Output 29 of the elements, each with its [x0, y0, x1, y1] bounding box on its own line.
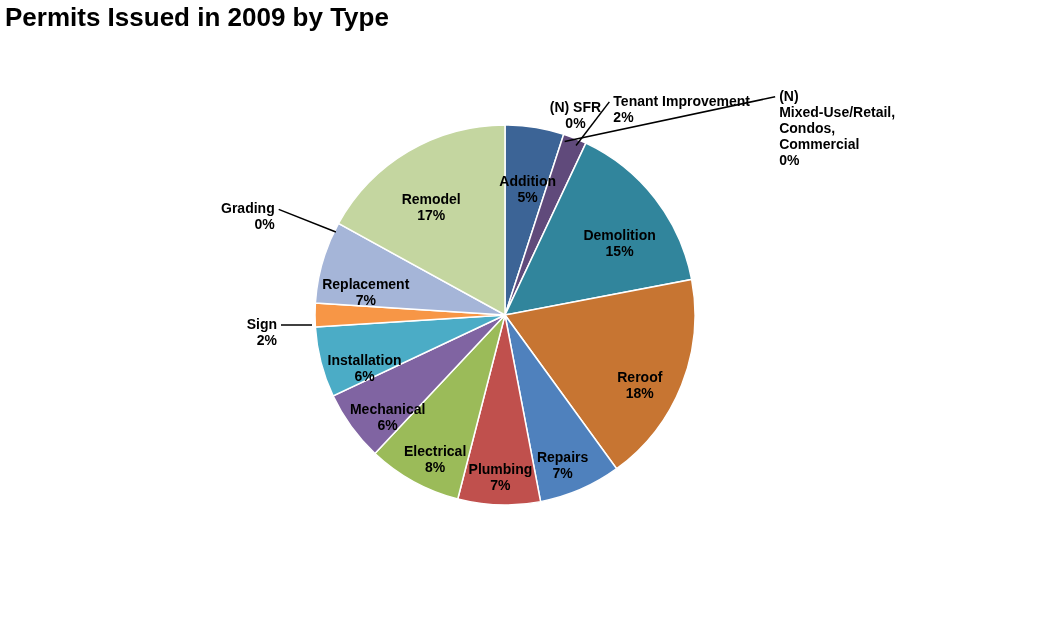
- category-label: (N) Mixed-Use/Retail, Condos, Commercial: [779, 87, 896, 152]
- slice-label: Installation: [327, 352, 402, 369]
- slice-label: Sign: [246, 316, 277, 332]
- data-label: 6%: [377, 417, 399, 434]
- data-label: 5%: [517, 188, 539, 205]
- slice-label: Plumbing: [468, 460, 533, 477]
- text: 0%: [254, 216, 275, 233]
- data-label: 2%: [256, 332, 278, 348]
- category-label: (N) SFR: [549, 99, 602, 116]
- slice-label: Tenant Improvement: [613, 92, 751, 109]
- slice-label: Repairs: [536, 449, 589, 466]
- slice-label: Demolition: [583, 227, 656, 244]
- data-label: 7%: [355, 291, 377, 308]
- data-label: 7%: [490, 476, 512, 493]
- data-label: 15%: [605, 243, 635, 260]
- data-label: 2%: [613, 108, 635, 125]
- chart-title: Permits Issued in 2009 by Type: [5, 2, 389, 32]
- data-label: 18%: [625, 385, 655, 402]
- data-label: 6%: [354, 368, 376, 385]
- data-label: 7%: [552, 465, 574, 482]
- slice-label: Electrical: [404, 443, 467, 460]
- text: 0%: [779, 151, 800, 168]
- slice-label: Remodel: [401, 191, 461, 208]
- slice-label: Reroof: [617, 369, 663, 386]
- slice-label: Replacement: [322, 275, 410, 292]
- data-label: 17%: [417, 207, 446, 224]
- data-label: 8%: [425, 459, 446, 476]
- category-label: Grading: [221, 200, 275, 217]
- text: 0%: [565, 115, 586, 132]
